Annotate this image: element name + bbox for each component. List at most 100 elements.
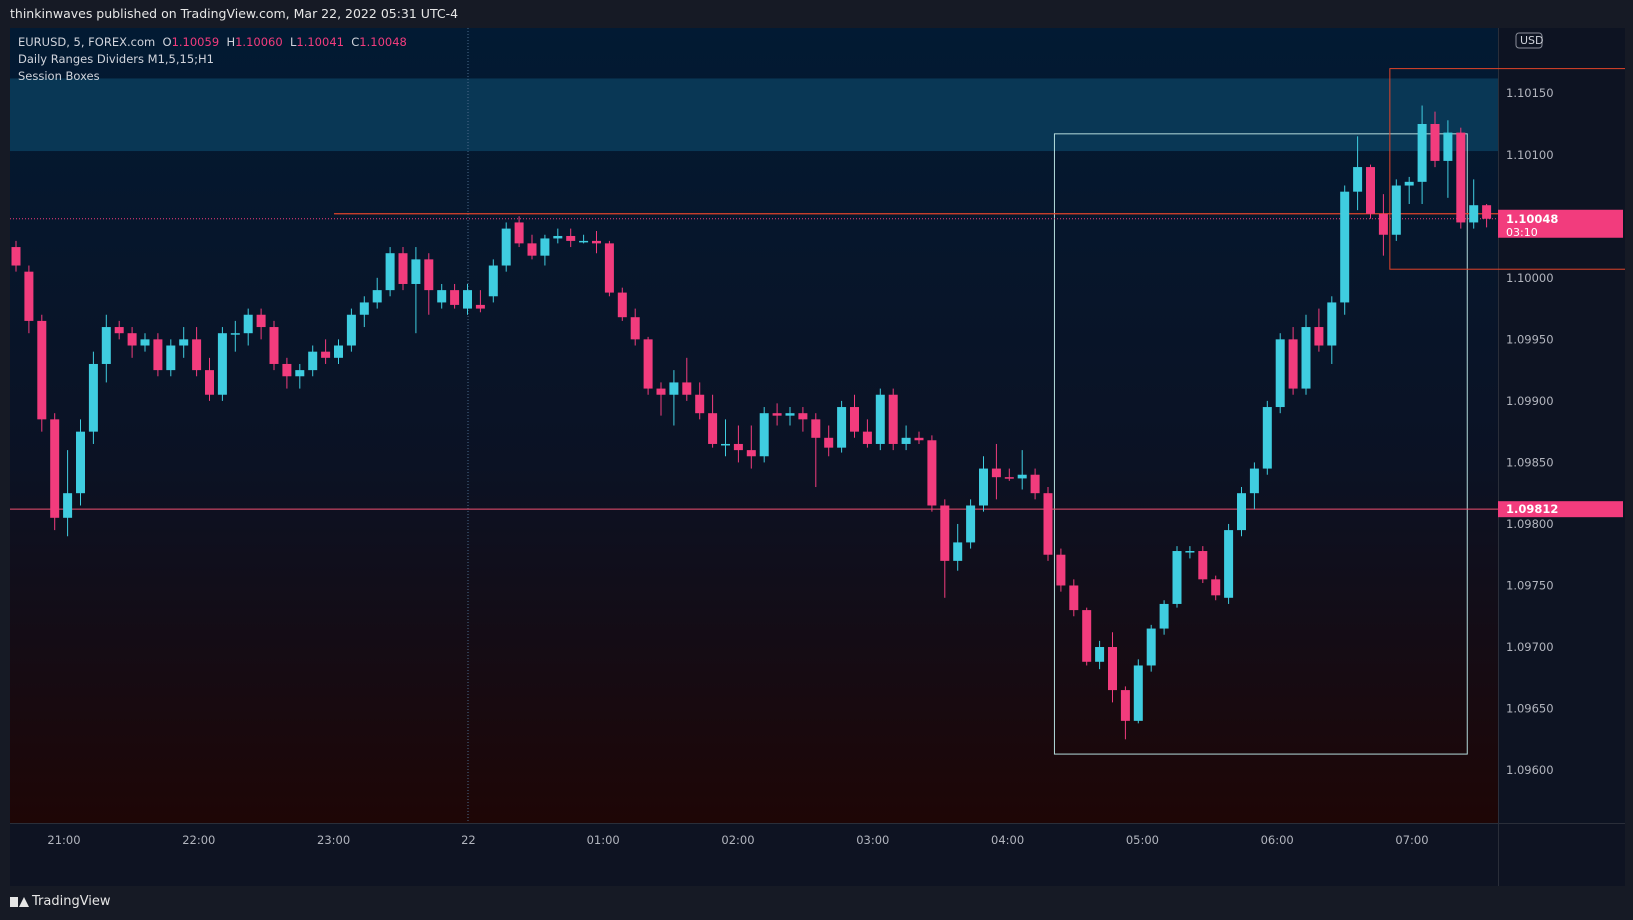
candle-body: [295, 370, 305, 377]
candle-body: [269, 327, 279, 364]
ohlc-h-key: H: [222, 35, 236, 49]
candle-body: [1340, 191, 1350, 303]
candle-body: [282, 363, 292, 377]
candle-body: [695, 394, 705, 414]
candle-body: [1159, 603, 1169, 629]
candle-body: [1249, 468, 1259, 494]
chart-legend: EURUSD, 5, FOREX.com O1.10059 H1.10060 L…: [18, 34, 407, 85]
indicator-session-boxes[interactable]: Session Boxes: [18, 69, 100, 83]
candle-body: [888, 394, 898, 444]
candle-body: [230, 333, 240, 335]
ohlc-l-key: L: [286, 35, 297, 49]
candle-body: [1482, 205, 1492, 219]
candle-body: [1314, 327, 1324, 346]
candle-body: [1198, 551, 1208, 580]
price-tick-label: 1.10150: [1506, 86, 1554, 100]
candle-body: [708, 413, 718, 444]
candle-body: [966, 505, 976, 543]
candle-body: [488, 265, 498, 297]
time-tick-label: 21:00: [47, 833, 80, 847]
currency-badge: [1515, 32, 1543, 49]
candle-body: [1043, 493, 1053, 555]
candle-body: [1275, 339, 1285, 408]
candle-body: [656, 388, 666, 395]
candle-body: [721, 443, 730, 446]
candle-body: [759, 413, 769, 457]
candle-body: [1469, 205, 1479, 223]
candle-body: [1030, 474, 1040, 494]
candle-body: [1301, 327, 1311, 389]
candle-body: [501, 228, 511, 266]
candle-body: [979, 468, 988, 506]
candle-body: [669, 382, 679, 395]
candle-body: [1133, 665, 1143, 721]
candle-body: [88, 363, 98, 432]
time-axis-background: [10, 823, 1625, 886]
price-tick-label: 1.09800: [1506, 517, 1554, 531]
symbol-label[interactable]: EURUSD, 5, FOREX.com: [18, 35, 156, 49]
symbol-legend-row: EURUSD, 5, FOREX.com O1.10059 H1.10060 L…: [18, 34, 407, 51]
candle-body: [1108, 647, 1117, 691]
time-tick-label: 03:00: [856, 833, 889, 847]
candle-body: [1262, 407, 1272, 469]
candle-body: [1456, 132, 1466, 223]
candle-body: [553, 235, 563, 239]
price-tick-label: 1.09900: [1506, 394, 1554, 408]
candle-body: [321, 351, 331, 358]
candle-body: [991, 468, 1001, 478]
candle-body: [475, 304, 485, 309]
indicator-daily-ranges[interactable]: Daily Ranges Dividers M1,5,15;H1: [18, 52, 214, 66]
candle-body: [346, 314, 356, 346]
candle-body: [1353, 167, 1363, 192]
candle-body: [875, 394, 885, 444]
candle-body: [1430, 123, 1440, 161]
candle-body: [24, 271, 34, 321]
candle-body: [1391, 185, 1401, 235]
candle-body: [566, 235, 576, 241]
candle-body: [76, 431, 85, 494]
candle-body: [256, 314, 266, 328]
candle-body: [630, 317, 640, 340]
candle-body: [1146, 628, 1156, 666]
candle-body: [153, 339, 163, 371]
candle-body: [1185, 551, 1195, 553]
candle-body: [643, 339, 653, 389]
candle-body: [424, 259, 434, 291]
ohlc-high-value: 1.10060: [235, 35, 283, 49]
candle-body: [733, 443, 743, 451]
candle-body: [308, 351, 318, 371]
candle-body: [682, 382, 692, 395]
candle-body: [334, 345, 343, 358]
supply-zone: [10, 78, 1498, 152]
candle-body: [1211, 579, 1221, 596]
last-price-tag: [1498, 209, 1623, 238]
tradingview-brand[interactable]: TradingView: [10, 894, 111, 909]
time-tick-label: 23:00: [317, 833, 350, 847]
price-axis-background: [1498, 28, 1625, 823]
ohlc-o-key: O: [158, 35, 172, 49]
candle-body: [1237, 493, 1246, 531]
candle-body: [1288, 339, 1298, 389]
candlestick-chart[interactable]: 1.10150 1.10100 1.10000 1.09950 1.09900 1.098…: [10, 28, 1625, 886]
candle-body: [372, 290, 382, 303]
candle-body: [785, 413, 795, 416]
ohlc-c-key: C: [347, 35, 360, 49]
tradingview-logo-icon: [10, 895, 29, 909]
candle-body: [514, 222, 524, 244]
candle-body: [953, 542, 963, 561]
candle-body: [901, 437, 911, 444]
candle-body: [37, 320, 47, 420]
candle-body: [617, 292, 627, 318]
chart-pane[interactable]: 1.10150 1.10100 1.10000 1.09950 1.09900 1.098…: [10, 28, 1625, 886]
candle-body: [1056, 554, 1066, 586]
candle-body: [63, 493, 73, 518]
candle-body: [127, 333, 137, 346]
time-tick-label: 06:00: [1261, 833, 1294, 847]
price-tick-label: 1.09950: [1506, 332, 1554, 346]
candle-body: [463, 290, 472, 309]
candle-body: [798, 413, 808, 420]
candle-body: [746, 450, 756, 457]
candles-group: [11, 105, 1492, 740]
candle-body: [450, 290, 460, 305]
candle-body: [1224, 530, 1234, 598]
